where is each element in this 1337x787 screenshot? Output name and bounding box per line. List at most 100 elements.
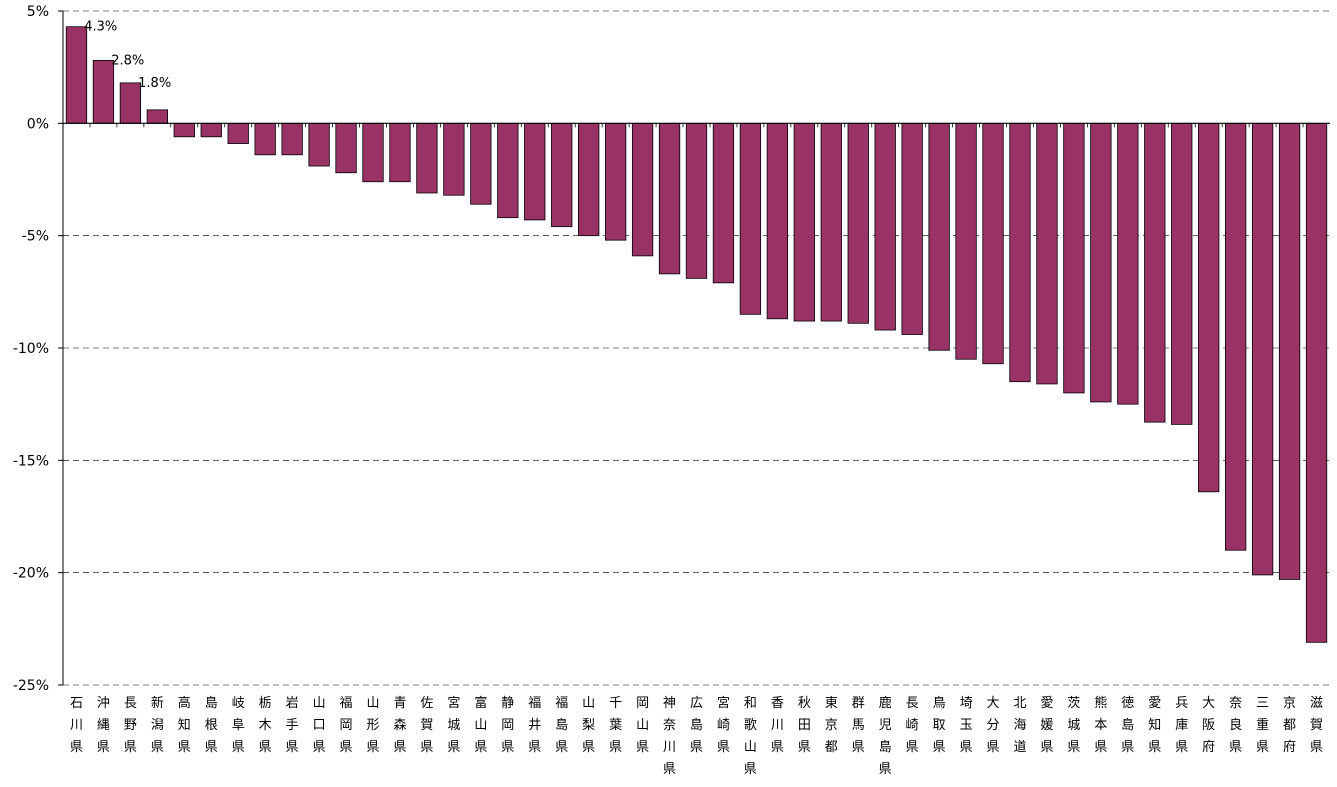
bar xyxy=(1198,122,1220,493)
x-tick-label: 北海道 xyxy=(1013,696,1026,755)
x-tick-label: 島根県 xyxy=(205,696,218,755)
bar xyxy=(685,122,708,279)
x-tick-label: 鳥取県 xyxy=(933,696,946,755)
x-tick-label: 静岡県 xyxy=(501,696,514,755)
bar xyxy=(470,122,492,205)
data-label: 2.8% xyxy=(111,53,144,68)
bar xyxy=(497,122,519,219)
x-tick-label: 福島県 xyxy=(555,696,568,755)
x-tick-label: 長崎県 xyxy=(906,696,919,755)
bar xyxy=(146,109,168,124)
bar xyxy=(335,122,357,174)
x-tick-label: 高知県 xyxy=(178,695,191,755)
x-tick-label: 秋田県 xyxy=(798,696,811,755)
bar xyxy=(200,122,222,138)
x-tick-label: 石川県 xyxy=(70,696,83,755)
bar xyxy=(631,122,654,257)
data-label: 4.3% xyxy=(84,20,117,35)
x-tick-label: 奈良県 xyxy=(1229,696,1242,755)
bar xyxy=(1144,122,1166,423)
x-tick-label: 長野県 xyxy=(124,696,137,755)
x-tick-label: 福岡県 xyxy=(340,696,353,755)
x-tick-label: 岩手県 xyxy=(286,696,299,755)
bar xyxy=(1305,122,1328,643)
bar xyxy=(766,122,789,320)
bar xyxy=(982,122,1004,365)
x-tick-label: 茨城県 xyxy=(1067,696,1080,755)
x-tick-label: 和歌山県 xyxy=(744,696,757,777)
x-tick-label: 愛知県 xyxy=(1148,696,1161,755)
bar xyxy=(173,122,195,138)
bar xyxy=(92,60,115,124)
x-tick-label: 京都府 xyxy=(1283,696,1296,755)
x-tick-label: 新潟県 xyxy=(151,695,164,755)
bar xyxy=(308,122,330,167)
x-tick-label: 山形県 xyxy=(367,696,380,755)
bar xyxy=(847,122,869,324)
x-tick-label: 東京都 xyxy=(825,695,838,755)
x-tick-label: 徳島県 xyxy=(1121,696,1134,755)
bar xyxy=(1117,122,1139,405)
x-tick-label: 宮崎県 xyxy=(717,695,730,755)
bar xyxy=(739,122,762,315)
bar xyxy=(1278,122,1301,580)
bar xyxy=(578,122,600,237)
bar xyxy=(793,122,815,322)
bar xyxy=(1036,122,1058,385)
x-tick-label: 鹿児島県 xyxy=(879,695,892,777)
x-tick-label: 山口県 xyxy=(313,696,326,755)
y-tick-label: -25% xyxy=(13,678,49,694)
bar xyxy=(1225,122,1247,551)
bar xyxy=(524,122,546,221)
y-tick-label: -5% xyxy=(22,229,49,245)
x-tick-label: 沖縄県 xyxy=(97,696,110,755)
y-tick-label: 0% xyxy=(27,116,49,132)
bar xyxy=(658,122,681,275)
x-tick-label: 兵庫県 xyxy=(1175,696,1188,755)
x-tick-label: 埼玉県 xyxy=(960,696,973,755)
y-tick-label: 5% xyxy=(27,4,49,20)
x-tick-label: 熊本県 xyxy=(1094,695,1107,755)
bar xyxy=(1063,122,1085,394)
bar xyxy=(254,122,276,156)
bar xyxy=(227,122,249,144)
bar xyxy=(1009,122,1031,383)
x-tick-label: 栃木県 xyxy=(259,696,272,755)
y-tick-label: -15% xyxy=(13,453,49,469)
x-tick-label: 千葉県 xyxy=(609,696,622,755)
x-tick-label: 富山県 xyxy=(474,695,487,755)
bar xyxy=(281,122,303,156)
bar xyxy=(901,122,923,335)
bar xyxy=(820,122,842,322)
x-tick-label: 広島県 xyxy=(690,696,703,755)
bar xyxy=(65,26,88,124)
x-tick-label: 神奈川県 xyxy=(663,696,676,777)
x-tick-label: 宮城県 xyxy=(447,695,460,755)
bar xyxy=(604,122,627,241)
bar xyxy=(1090,122,1112,403)
x-tick-label: 三重県 xyxy=(1256,696,1269,755)
bar xyxy=(551,122,573,228)
bar xyxy=(1251,122,1274,576)
x-tick-label: 岐阜県 xyxy=(232,696,245,755)
x-tick-label: 青森県 xyxy=(393,696,406,755)
x-tick-label: 佐賀県 xyxy=(420,696,433,755)
x-tick-label: 福井県 xyxy=(528,696,541,755)
bar xyxy=(362,122,384,183)
x-tick-label: 山梨県 xyxy=(582,696,595,755)
bar xyxy=(712,122,735,284)
data-label: 1.8% xyxy=(138,76,171,91)
bar xyxy=(928,122,950,351)
bar xyxy=(416,122,438,194)
y-tick-label: -20% xyxy=(13,566,49,582)
bar xyxy=(1171,122,1193,425)
bar xyxy=(874,122,896,331)
x-tick-label: 滋賀県 xyxy=(1310,696,1323,755)
x-tick-label: 岡山県 xyxy=(636,696,649,755)
x-tick-label: 大阪府 xyxy=(1202,696,1215,755)
y-tick-label: -10% xyxy=(13,341,49,357)
x-tick-label: 香川県 xyxy=(771,696,784,755)
bar xyxy=(955,122,977,360)
bar xyxy=(389,122,411,183)
